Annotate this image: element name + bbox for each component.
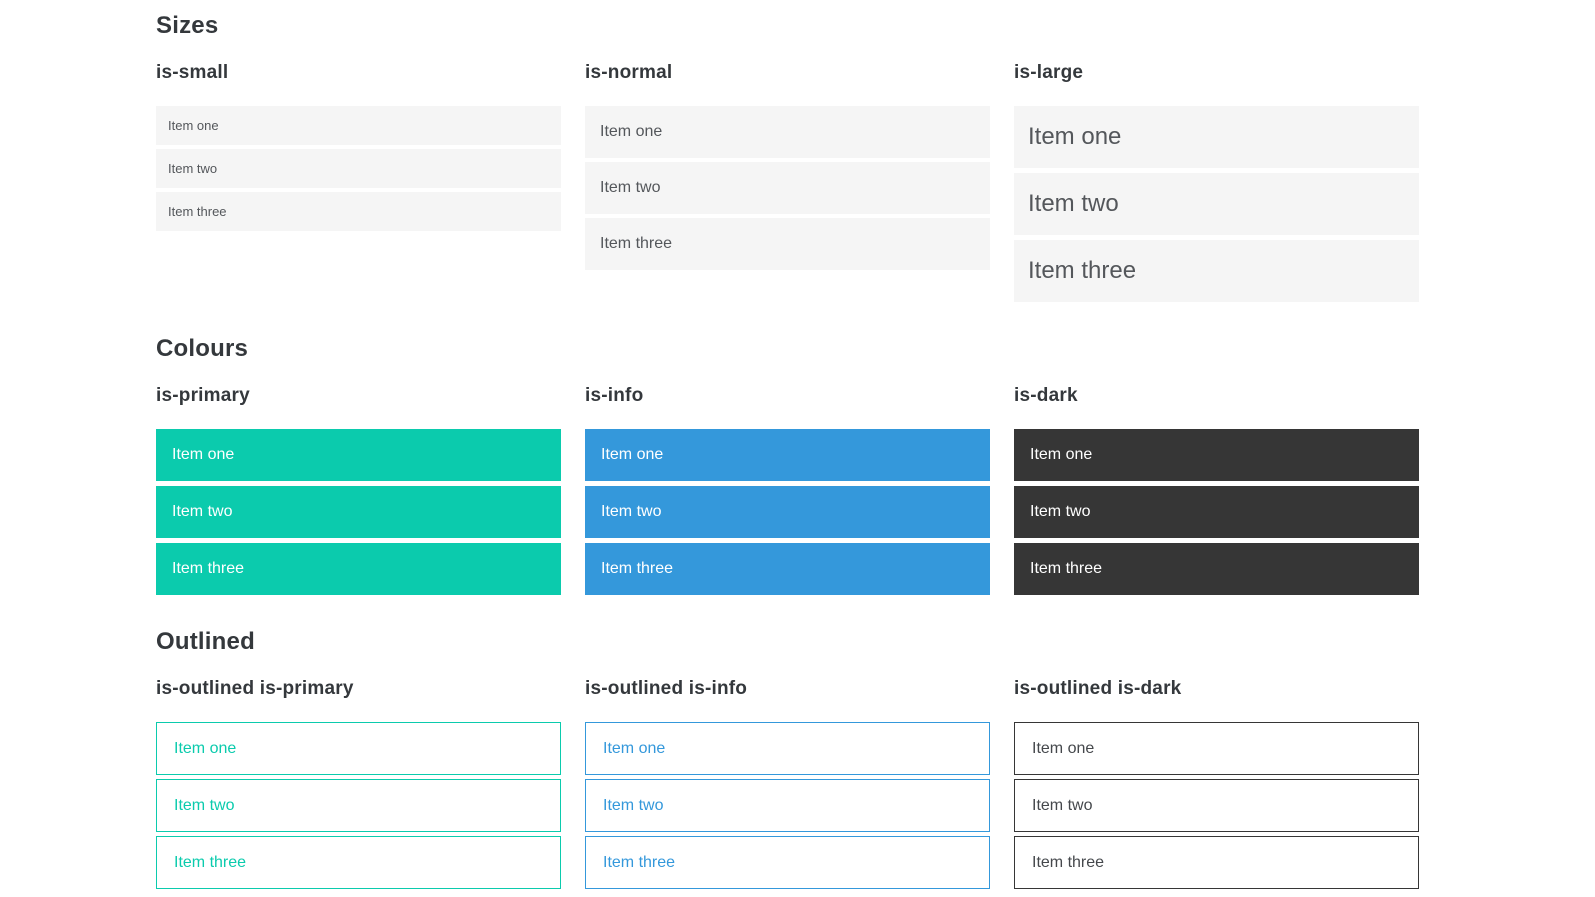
list-item[interactable]: Item one [156,722,561,775]
list-item[interactable]: Item two [1014,779,1419,832]
list-info: Item one Item two Item three [585,429,990,595]
list-outlined-primary: Item one Item two Item three [156,722,561,889]
group-is-dark: is-dark Item one Item two Item three [1014,386,1419,600]
group-label: is-large [1014,62,1084,83]
group-label: is-dark [1014,385,1078,406]
group-label: is-outlined is-info [585,678,748,699]
list-item[interactable]: Item one [585,106,990,158]
list-item[interactable]: Item two [156,486,561,538]
list-primary: Item one Item two Item three [156,429,561,595]
sizes-grid: is-small Item one Item two Item three is… [156,63,1419,307]
group-label: is-small [156,62,229,83]
list-large: Item one Item two Item three [1014,106,1419,302]
group-label: is-info [585,385,644,406]
group-is-outlined-is-info: is-outlined is-info Item one Item two It… [585,679,990,893]
list-item[interactable]: Item two [156,779,561,832]
colours-grid: is-primary Item one Item two Item three … [156,386,1419,600]
list-small: Item one Item two Item three [156,106,561,231]
list-item[interactable]: Item three [1014,836,1419,889]
list-item[interactable]: Item three [156,192,561,231]
list-item[interactable]: Item two [156,149,561,188]
list-item[interactable]: Item one [585,429,990,481]
group-is-info: is-info Item one Item two Item three [585,386,990,600]
group-is-outlined-is-dark: is-outlined is-dark Item one Item two It… [1014,679,1419,893]
outlined-grid: is-outlined is-primary Item one Item two… [156,679,1419,893]
section-title: Outlined [156,628,255,655]
list-item[interactable]: Item two [585,779,990,832]
list-item[interactable]: Item three [156,543,561,595]
list-item[interactable]: Item one [156,106,561,145]
list-item[interactable]: Item two [585,486,990,538]
section-colours: Colours is-primary Item one Item two Ite… [156,337,1419,600]
group-is-small: is-small Item one Item two Item three [156,63,561,235]
section-outlined: Outlined is-outlined is-primary Item one… [156,630,1419,893]
group-label: is-primary [156,385,250,406]
list-item[interactable]: Item three [585,836,990,889]
section-sizes: Sizes is-small Item one Item two Item th… [156,14,1419,307]
list-dark: Item one Item two Item three [1014,429,1419,595]
list-item[interactable]: Item three [156,836,561,889]
section-title: Sizes [156,12,219,39]
list-item[interactable]: Item one [1014,429,1419,481]
group-is-large: is-large Item one Item two Item three [1014,63,1419,307]
list-item[interactable]: Item one [156,429,561,481]
list-item[interactable]: Item one [1014,106,1419,168]
list-item[interactable]: Item three [585,218,990,270]
list-item[interactable]: Item three [1014,543,1419,595]
list-outlined-dark: Item one Item two Item three [1014,722,1419,889]
list-component-demo-page: Sizes is-small Item one Item two Item th… [156,14,1419,893]
list-item[interactable]: Item two [1014,173,1419,235]
group-is-primary: is-primary Item one Item two Item three [156,386,561,600]
list-normal: Item one Item two Item three [585,106,990,270]
group-is-normal: is-normal Item one Item two Item three [585,63,990,274]
list-item[interactable]: Item three [1014,240,1419,302]
group-is-outlined-is-primary: is-outlined is-primary Item one Item two… [156,679,561,893]
list-item[interactable]: Item one [1014,722,1419,775]
list-outlined-info: Item one Item two Item three [585,722,990,889]
group-label: is-normal [585,62,673,83]
list-item[interactable]: Item three [585,543,990,595]
group-label: is-outlined is-primary [156,678,354,699]
list-item[interactable]: Item two [585,162,990,214]
list-item[interactable]: Item two [1014,486,1419,538]
section-title: Colours [156,335,249,362]
group-label: is-outlined is-dark [1014,678,1182,699]
list-item[interactable]: Item one [585,722,990,775]
